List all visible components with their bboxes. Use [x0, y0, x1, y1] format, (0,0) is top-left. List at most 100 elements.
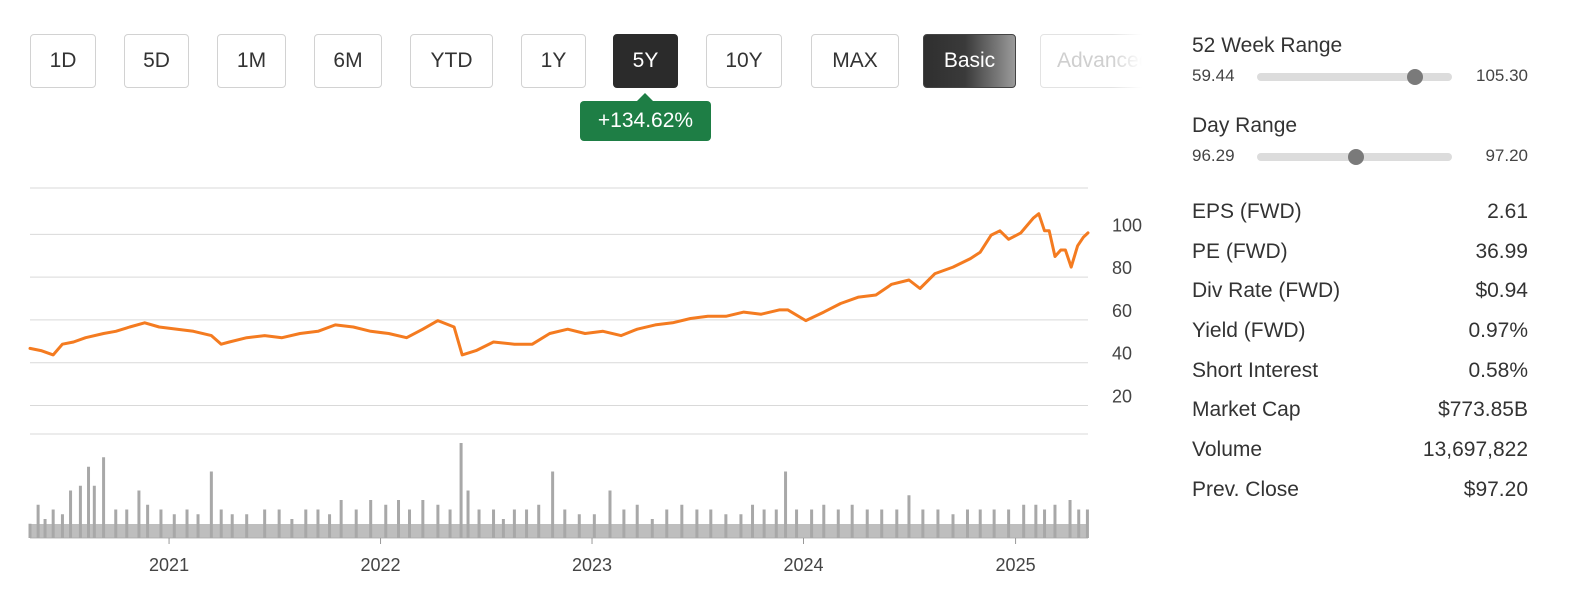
x-tick-label: 2022: [361, 555, 401, 575]
stat-div-rate: Div Rate (FWD) $0.94: [1192, 271, 1528, 311]
day-high: 97.20: [1485, 146, 1528, 165]
change-percent-badge: +134.62%: [580, 93, 711, 141]
stat-label: Div Rate (FWD): [1192, 279, 1341, 303]
range-button-1d[interactable]: 1D: [30, 34, 96, 88]
volume-bar: [810, 509, 814, 538]
volume-bar: [159, 509, 163, 538]
day-low: 96.29: [1192, 146, 1235, 165]
volume-bar: [1034, 504, 1038, 538]
volume-bar: [921, 509, 925, 538]
volume-bar: [209, 471, 213, 538]
x-tick-label: 2025: [996, 555, 1036, 575]
volume-bar: [551, 471, 555, 538]
volume-bar: [384, 504, 388, 538]
volume-bar: [137, 490, 141, 538]
range-button-max[interactable]: MAX: [811, 34, 899, 88]
stat-short-interest: Short Interest 0.58%: [1192, 351, 1528, 391]
range-button-5y[interactable]: 5Y: [613, 34, 678, 88]
range-button-1y[interactable]: 1Y: [521, 34, 586, 88]
volume-bar: [102, 457, 106, 538]
volume-bar: [762, 509, 766, 538]
volume-bar: [1043, 509, 1047, 538]
week52-range-label: 52 Week Range: [1192, 34, 1343, 57]
volume-bar: [146, 504, 150, 538]
stat-label: PE (FWD): [1192, 239, 1288, 263]
volume-bar: [751, 504, 755, 538]
range-button-10y[interactable]: 10Y: [706, 34, 782, 88]
stat-value: 36.99: [1475, 239, 1528, 263]
volume-bar: [1022, 504, 1026, 538]
volume-bar: [78, 485, 82, 538]
volume-bar: [459, 443, 463, 538]
volume-bar: [992, 509, 996, 538]
range-button-6m[interactable]: 6M: [314, 34, 382, 88]
x-tick-label: 2021: [149, 555, 189, 575]
volume-bar: [608, 490, 612, 538]
stat-value: $0.94: [1475, 279, 1528, 303]
volume-bar: [92, 485, 96, 538]
volume-bar: [1007, 509, 1011, 538]
volume-bar: [492, 509, 496, 538]
volume-bar: [51, 509, 55, 538]
volume-bar: [665, 509, 669, 538]
volume-bar: [907, 495, 911, 538]
price-chart: 20 40 60 80 100 2021 2022 2023 2024 2025: [28, 187, 1142, 575]
stat-label: Volume: [1192, 437, 1263, 461]
volume-bar: [795, 509, 799, 538]
week52-range-track: [1257, 69, 1452, 85]
x-tick-label: 2024: [783, 555, 823, 575]
volume-bar: [784, 471, 788, 538]
volume-bar: [87, 466, 91, 538]
week52-low: 59.44: [1192, 66, 1235, 85]
volume-bar: [695, 509, 699, 538]
key-stats-list: EPS (FWD) 2.61 PE (FWD) 36.99 Div Rate (FW…: [1192, 192, 1528, 510]
volume-bar: [421, 500, 425, 538]
week52-range: 52 Week Range 59.44 105.30: [1192, 30, 1528, 110]
volume-bar: [936, 509, 940, 538]
stat-label: Prev. Close: [1192, 477, 1299, 501]
volume-bar: [1085, 509, 1089, 538]
volume-bar: [1077, 509, 1081, 538]
stat-label: Market Cap: [1192, 398, 1301, 422]
volume-bar: [408, 509, 412, 538]
volume-bar: [865, 509, 869, 538]
volume-bar: [680, 504, 684, 538]
stat-yield: Yield (FWD) 0.97%: [1192, 311, 1528, 351]
volume-bar: [709, 509, 713, 538]
day-range: Day Range 96.29 97.20: [1192, 110, 1528, 192]
volume-bar: [304, 509, 308, 538]
volume-bar: [512, 509, 516, 538]
y-tick-label: 20: [1112, 386, 1132, 406]
range-button-ytd[interactable]: YTD: [410, 34, 493, 88]
volume-bar: [219, 509, 223, 538]
volume-bar: [965, 509, 969, 538]
stat-label: EPS (FWD): [1192, 199, 1302, 223]
stat-value: $773.85B: [1438, 398, 1528, 422]
volume-bar: [125, 509, 129, 538]
stats-panel: 52 Week Range 59.44 105.30 Day Range 96.…: [1192, 30, 1528, 510]
basic-mode-button[interactable]: Basic: [923, 34, 1016, 88]
volume-bar: [339, 500, 343, 538]
volume-bar: [448, 509, 452, 538]
y-tick-label: 60: [1112, 301, 1132, 321]
stat-pe-fwd: PE (FWD) 36.99: [1192, 232, 1528, 272]
stat-label: Short Interest: [1192, 358, 1319, 382]
stat-value: $97.20: [1463, 477, 1528, 501]
stat-market-cap: Market Cap $773.85B: [1192, 390, 1528, 430]
range-button-1m[interactable]: 1M: [217, 34, 286, 88]
stat-prev-close: Prev. Close $97.20: [1192, 470, 1528, 510]
range-button-5d[interactable]: 5D: [124, 34, 189, 88]
volume-bar: [836, 509, 840, 538]
volume-bar: [537, 504, 541, 538]
volume-bar: [774, 509, 778, 538]
volume-bar: [185, 509, 189, 538]
stat-value: 2.61: [1487, 199, 1528, 223]
y-tick-label: 100: [1112, 215, 1142, 235]
stat-value: 0.97%: [1468, 318, 1528, 342]
volume-bar: [114, 509, 118, 538]
stat-value: 13,697,822: [1422, 437, 1528, 461]
week52-high: 105.30: [1476, 66, 1528, 85]
volume-bar: [850, 504, 854, 538]
volume-bar: [466, 490, 470, 538]
volume-bar: [895, 509, 899, 538]
